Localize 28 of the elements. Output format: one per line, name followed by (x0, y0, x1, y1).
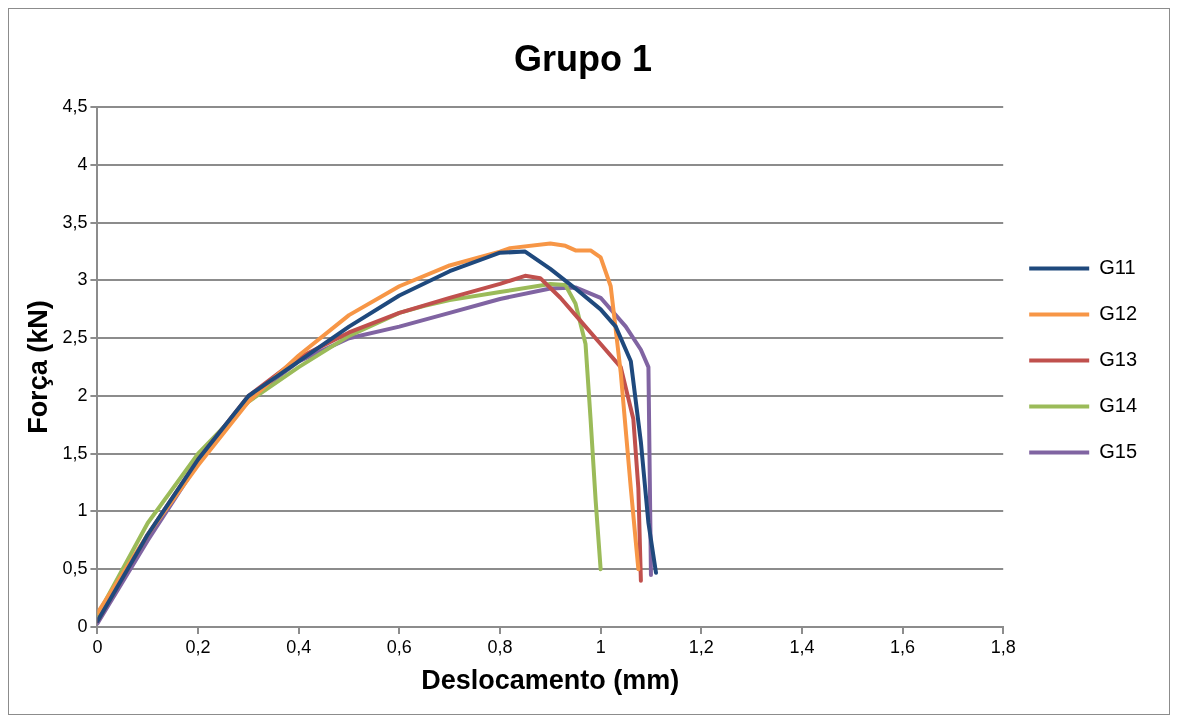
x-tick-label: 0,4 (286, 636, 312, 657)
y-tick-label: 0,5 (62, 558, 88, 579)
y-tick-label: 2 (77, 384, 88, 405)
x-tick-label: 0,8 (487, 636, 513, 657)
legend-label: G12 (1099, 302, 1138, 325)
legend-label: G11 (1099, 256, 1136, 279)
chart-title: Grupo 1 (513, 37, 653, 79)
x-axis-title: Deslocamento (mm) (421, 665, 680, 696)
y-tick-label: 4 (77, 153, 88, 174)
x-tick-label: 0,6 (386, 636, 412, 657)
legend-label: G15 (1099, 440, 1138, 463)
y-tick-label: 1,5 (62, 442, 88, 463)
y-axis-title: Força (kN) (22, 300, 53, 434)
x-tick-label: 1,2 (688, 636, 714, 657)
y-tick-label: 3 (77, 269, 88, 290)
legend-label: G13 (1099, 348, 1138, 371)
y-tick-label: 4,5 (62, 96, 88, 117)
x-tick-label: 0,2 (185, 636, 211, 657)
x-tick-label: 0 (92, 636, 103, 657)
y-tick-label: 3,5 (62, 211, 88, 232)
y-tick-label: 0 (77, 615, 88, 636)
x-tick-label: 1,6 (890, 636, 916, 657)
x-tick-label: 1,4 (789, 636, 815, 657)
y-tick-label: 2,5 (62, 327, 88, 348)
x-tick-label: 1,8 (990, 636, 1016, 657)
y-tick-label: 1 (77, 500, 88, 521)
x-tick-label: 1 (595, 636, 606, 657)
legend-label: G14 (1099, 394, 1138, 417)
